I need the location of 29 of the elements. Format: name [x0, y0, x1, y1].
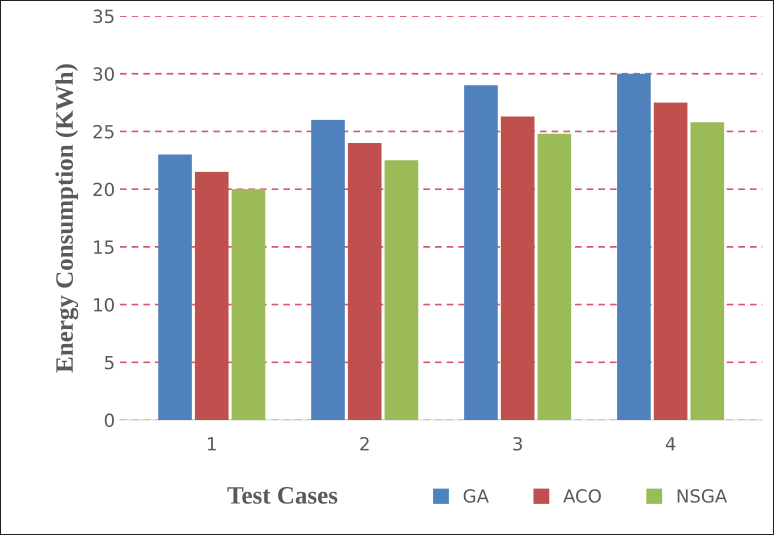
y-tick-label: 30 — [94, 67, 114, 81]
y-tick-label: 35 — [94, 10, 114, 24]
x-tick-label: 3 — [513, 436, 522, 451]
bar — [690, 122, 724, 420]
bar — [464, 85, 498, 420]
bar — [617, 74, 651, 420]
bar — [158, 154, 192, 420]
bar — [384, 160, 418, 420]
y-tick-label: 15 — [94, 240, 114, 254]
x-tick-label: 2 — [360, 436, 369, 450]
bar — [654, 102, 688, 420]
legend-label: GA — [464, 489, 489, 503]
legend-label: NSGA — [678, 489, 728, 503]
y-tick-label: 10 — [94, 298, 114, 312]
y-axis-title: Energy Consumption (KWh) — [55, 64, 78, 372]
y-tick-label: 5 — [105, 356, 114, 370]
y-tick-label: 25 — [93, 124, 114, 139]
bar — [194, 172, 229, 420]
x-tick-label: 4 — [666, 437, 676, 450]
bar — [348, 143, 382, 420]
x-tick-label: 1 — [208, 437, 216, 450]
y-tick-label: 20 — [93, 182, 114, 196]
bar — [538, 134, 572, 420]
y-tick-label: 0 — [104, 413, 114, 428]
bar — [500, 116, 534, 420]
bar — [311, 120, 345, 420]
bar — [232, 189, 266, 420]
x-axis-title: Test Cases — [227, 487, 338, 504]
legend-label: ACO — [563, 489, 601, 503]
